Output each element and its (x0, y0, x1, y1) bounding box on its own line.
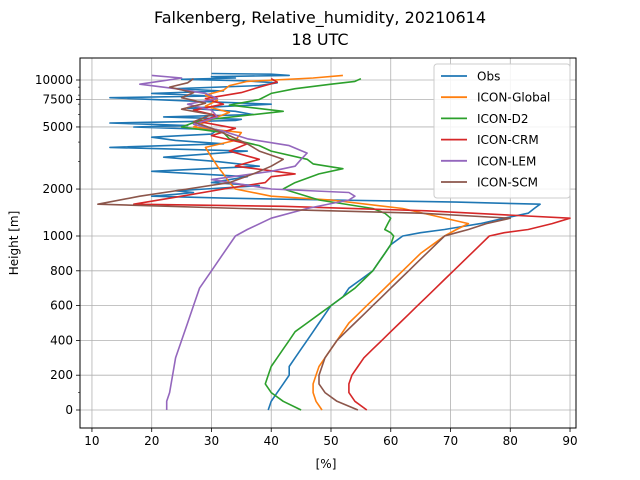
grid-lines (80, 58, 576, 428)
x-tick-label: 60 (383, 434, 398, 448)
legend-label: ICON-LEM (477, 154, 536, 168)
y-tick-label: 5000 (42, 120, 73, 134)
plot-frame (79, 57, 577, 429)
y-tick-label: 10000 (35, 73, 73, 87)
legend-label: Obs (477, 70, 500, 84)
y-tick-label: 800 (50, 264, 73, 278)
series-line-icon-d2 (180, 77, 395, 411)
y-tick-label: 2000 (42, 182, 73, 196)
series-line-icon-scm (97, 78, 512, 411)
y-tick-label: 200 (50, 368, 73, 382)
y-tick-label: 400 (50, 333, 73, 347)
y-tick-label: 0 (65, 403, 73, 417)
y-tick-label: 7500 (42, 92, 73, 106)
chart-title: Falkenberg, Relative_humidity, 20210614 (154, 8, 486, 28)
y-axis-label: Height [m] (7, 211, 21, 276)
legend-label: ICON-CRM (477, 133, 539, 147)
x-tick-label: 40 (264, 434, 279, 448)
y-axis-ticks: 0 200 400 600 800 1000 2000 5000 7500 10000 (35, 73, 80, 417)
series-line-icon-lem (139, 74, 356, 410)
x-tick-label: 90 (562, 434, 577, 448)
y-tick-label: 600 (50, 299, 73, 313)
x-axis-ticks: 10 20 30 40 50 60 70 80 90 (84, 428, 578, 448)
x-tick-label: 50 (323, 434, 338, 448)
series-lines (97, 72, 571, 411)
x-tick-label: 10 (84, 434, 99, 448)
y-tick-label: 1000 (42, 229, 73, 243)
legend-label: ICON-D2 (477, 112, 529, 126)
x-axis-label: [%] (316, 457, 337, 471)
x-tick-label: 70 (443, 434, 458, 448)
x-tick-label: 30 (204, 434, 219, 448)
legend-label: ICON-SCM (477, 176, 538, 190)
x-tick-label: 20 (144, 434, 159, 448)
legend-label: ICON-Global (477, 91, 550, 105)
chart-subtitle: 18 UTC (291, 30, 348, 49)
legend-box (433, 63, 571, 199)
x-tick-label: 80 (503, 434, 518, 448)
legend: Obs ICON-Global ICON-D2 ICON-CRM ICON-LEM ICO… (433, 63, 571, 199)
